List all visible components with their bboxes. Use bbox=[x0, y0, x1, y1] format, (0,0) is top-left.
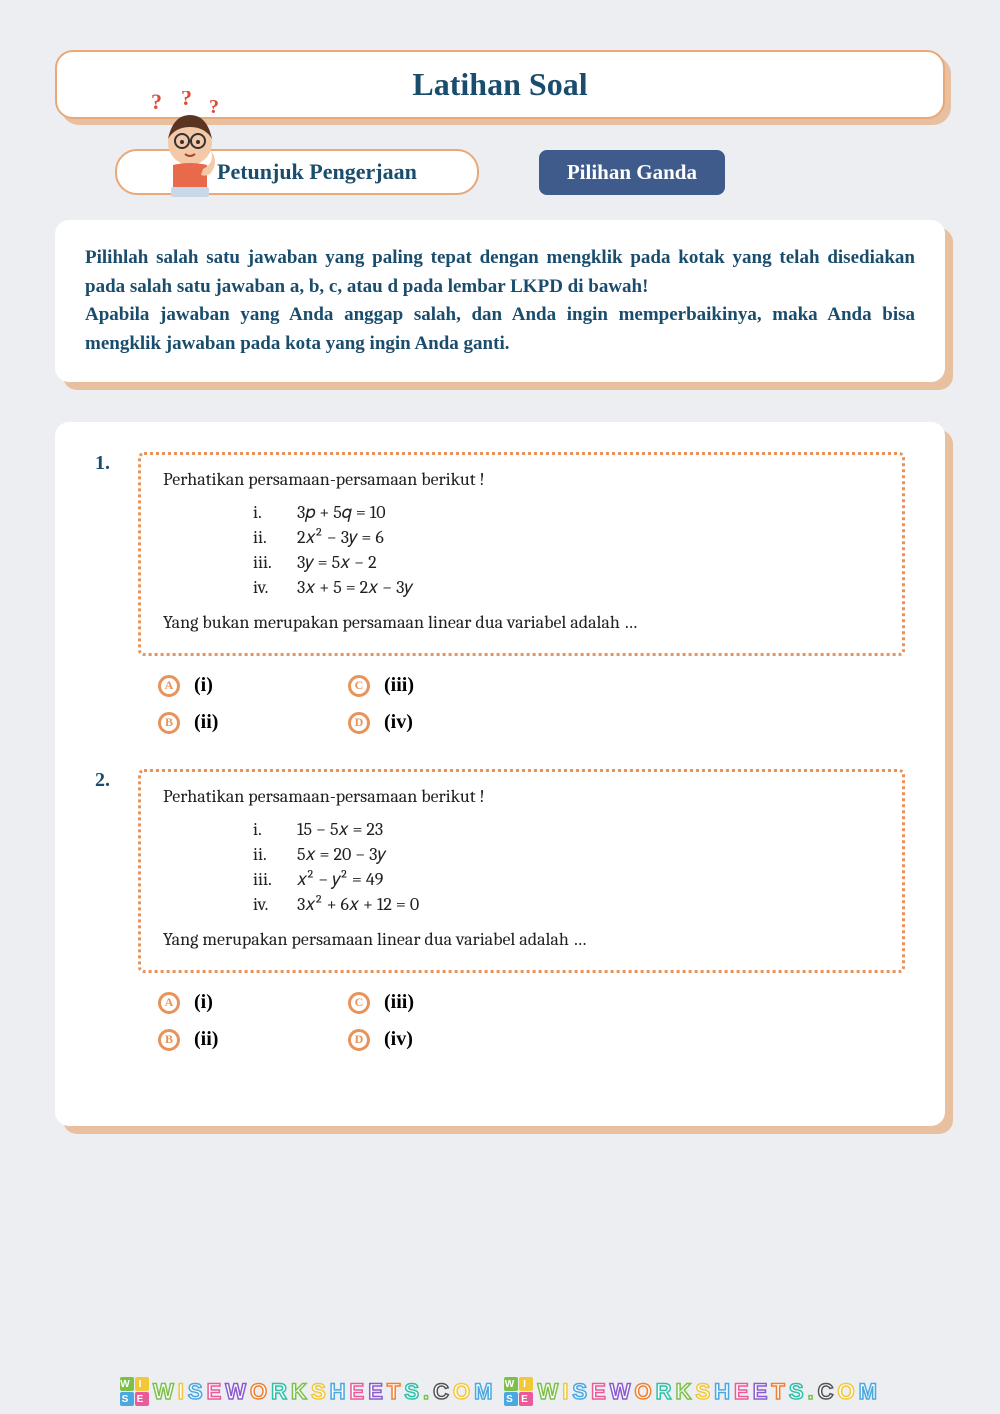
option[interactable]: B (ii) bbox=[158, 1028, 338, 1051]
option-label: (iii) bbox=[384, 991, 414, 1014]
section-badge: Pilihan Ganda bbox=[539, 150, 725, 195]
question-body: Perhatikan persamaan-persamaan berikut !… bbox=[138, 452, 905, 734]
option-label: (ii) bbox=[194, 711, 218, 734]
instructions-container: ? ? ? Petunjuk Pengerjaan bbox=[115, 149, 479, 195]
option-bullet-icon: A bbox=[158, 992, 180, 1014]
question-number: 1. bbox=[95, 452, 123, 734]
option[interactable]: D (iv) bbox=[348, 711, 528, 734]
equation-roman: i. bbox=[253, 502, 297, 523]
badge-text: Pilihan Ganda bbox=[567, 160, 697, 184]
equation-roman: ii. bbox=[253, 844, 297, 865]
option-bullet-icon: A bbox=[158, 675, 180, 697]
equation-roman: iii. bbox=[253, 552, 297, 573]
qmark-icon: ? bbox=[181, 91, 192, 110]
option-label: (iv) bbox=[384, 711, 413, 734]
equation-expr: 3𝑥 + 5 = 2𝑥 − 3𝑦 bbox=[297, 577, 413, 598]
equation-row: ii.2𝑥² − 3𝑦 = 6 bbox=[253, 527, 880, 548]
option-bullet-icon: B bbox=[158, 1029, 180, 1051]
qmark-icon: ? bbox=[151, 91, 162, 114]
questions-panel: 1.Perhatikan persamaan-persamaan berikut… bbox=[55, 422, 945, 1126]
question-lead: Perhatikan persamaan-persamaan berikut ! bbox=[163, 786, 880, 807]
options-grid: A (i) C (iii) B (ii) D (iv) bbox=[158, 991, 905, 1051]
option-label: (iv) bbox=[384, 1028, 413, 1051]
watermark-text: WISEWORKSHEETS.COM bbox=[537, 1379, 881, 1405]
option[interactable]: C (iii) bbox=[348, 991, 528, 1014]
option-bullet-icon: C bbox=[348, 992, 370, 1014]
question-box: Perhatikan persamaan-persamaan berikut !… bbox=[138, 452, 905, 656]
equation-roman: ii. bbox=[253, 527, 297, 548]
option[interactable]: A (i) bbox=[158, 991, 338, 1014]
option-bullet-icon: C bbox=[348, 675, 370, 697]
equation-row: iv.3𝑥 + 5 = 2𝑥 − 3𝑦 bbox=[253, 577, 880, 598]
question-box: Perhatikan persamaan-persamaan berikut !… bbox=[138, 769, 905, 973]
equation-expr: 15 − 5𝑥 = 23 bbox=[297, 819, 383, 840]
options-grid: A (i) C (iii) B (ii) D (iv) bbox=[158, 674, 905, 734]
equation-row: i.15 − 5𝑥 = 23 bbox=[253, 819, 880, 840]
equation-roman: iv. bbox=[253, 894, 297, 915]
watermark: WISEWISEWORKSHEETS.COM WISEWISEWORKSHEET… bbox=[0, 1377, 1000, 1406]
question-tail: Yang bukan merupakan persamaan linear du… bbox=[163, 612, 880, 633]
equation-list: i.3𝑝 + 5𝑞 = 10ii.2𝑥² − 3𝑦 = 6iii.3𝑦 = 5𝑥… bbox=[253, 502, 880, 598]
option-bullet-icon: D bbox=[348, 1029, 370, 1051]
option[interactable]: C (iii) bbox=[348, 674, 528, 697]
equation-expr: 3𝑦 = 5𝑥 − 2 bbox=[297, 552, 377, 573]
option-bullet-icon: B bbox=[158, 712, 180, 734]
option[interactable]: D (iv) bbox=[348, 1028, 528, 1051]
question-tail: Yang merupakan persamaan linear dua vari… bbox=[163, 929, 880, 950]
option[interactable]: B (ii) bbox=[158, 711, 338, 734]
equation-roman: iv. bbox=[253, 577, 297, 598]
question: 2.Perhatikan persamaan-persamaan berikut… bbox=[95, 769, 905, 1051]
equation-expr: 3𝑥² + 6𝑥 + 12 = 0 bbox=[297, 894, 419, 915]
option-label: (i) bbox=[194, 991, 213, 1014]
header-row: ? ? ? Petunjuk Pengerjaan Pilihan Ganda bbox=[55, 149, 945, 195]
watermark-logo-icon: WISE bbox=[120, 1377, 149, 1406]
equation-expr: 3𝑝 + 5𝑞 = 10 bbox=[297, 502, 386, 523]
option[interactable]: A (i) bbox=[158, 674, 338, 697]
option-label: (i) bbox=[194, 674, 213, 697]
thinking-boy-icon: ? ? ? bbox=[145, 91, 235, 201]
instructions-text: Pilihlah salah satu jawaban yang paling … bbox=[85, 244, 915, 358]
option-label: (ii) bbox=[194, 1028, 218, 1051]
qmark-icon: ? bbox=[209, 96, 219, 118]
equation-expr: 2𝑥² − 3𝑦 = 6 bbox=[297, 527, 384, 548]
equation-expr: 5𝑥 = 20 − 3𝑦 bbox=[297, 844, 386, 865]
option-label: (iii) bbox=[384, 674, 414, 697]
watermark-logo-icon: WISE bbox=[504, 1377, 533, 1406]
option-bullet-icon: D bbox=[348, 712, 370, 734]
question-body: Perhatikan persamaan-persamaan berikut !… bbox=[138, 769, 905, 1051]
equation-expr: 𝑥² − 𝑦² = 49 bbox=[297, 869, 383, 890]
equation-row: iv.3𝑥² + 6𝑥 + 12 = 0 bbox=[253, 894, 880, 915]
instructions-label: Petunjuk Pengerjaan bbox=[217, 159, 417, 184]
equation-row: i.3𝑝 + 5𝑞 = 10 bbox=[253, 502, 880, 523]
equation-row: iii.3𝑦 = 5𝑥 − 2 bbox=[253, 552, 880, 573]
equation-row: iii.𝑥² − 𝑦² = 49 bbox=[253, 869, 880, 890]
equation-roman: iii. bbox=[253, 869, 297, 890]
equation-roman: i. bbox=[253, 819, 297, 840]
question: 1.Perhatikan persamaan-persamaan berikut… bbox=[95, 452, 905, 734]
question-number: 2. bbox=[95, 769, 123, 1051]
watermark-text: WISEWORKSHEETS.COM bbox=[153, 1379, 497, 1405]
question-lead: Perhatikan persamaan-persamaan berikut ! bbox=[163, 469, 880, 490]
instructions-panel: Pilihlah salah satu jawaban yang paling … bbox=[55, 220, 945, 382]
equation-row: ii.5𝑥 = 20 − 3𝑦 bbox=[253, 844, 880, 865]
equation-list: i.15 − 5𝑥 = 23ii.5𝑥 = 20 − 3𝑦iii.𝑥² − 𝑦²… bbox=[253, 819, 880, 915]
